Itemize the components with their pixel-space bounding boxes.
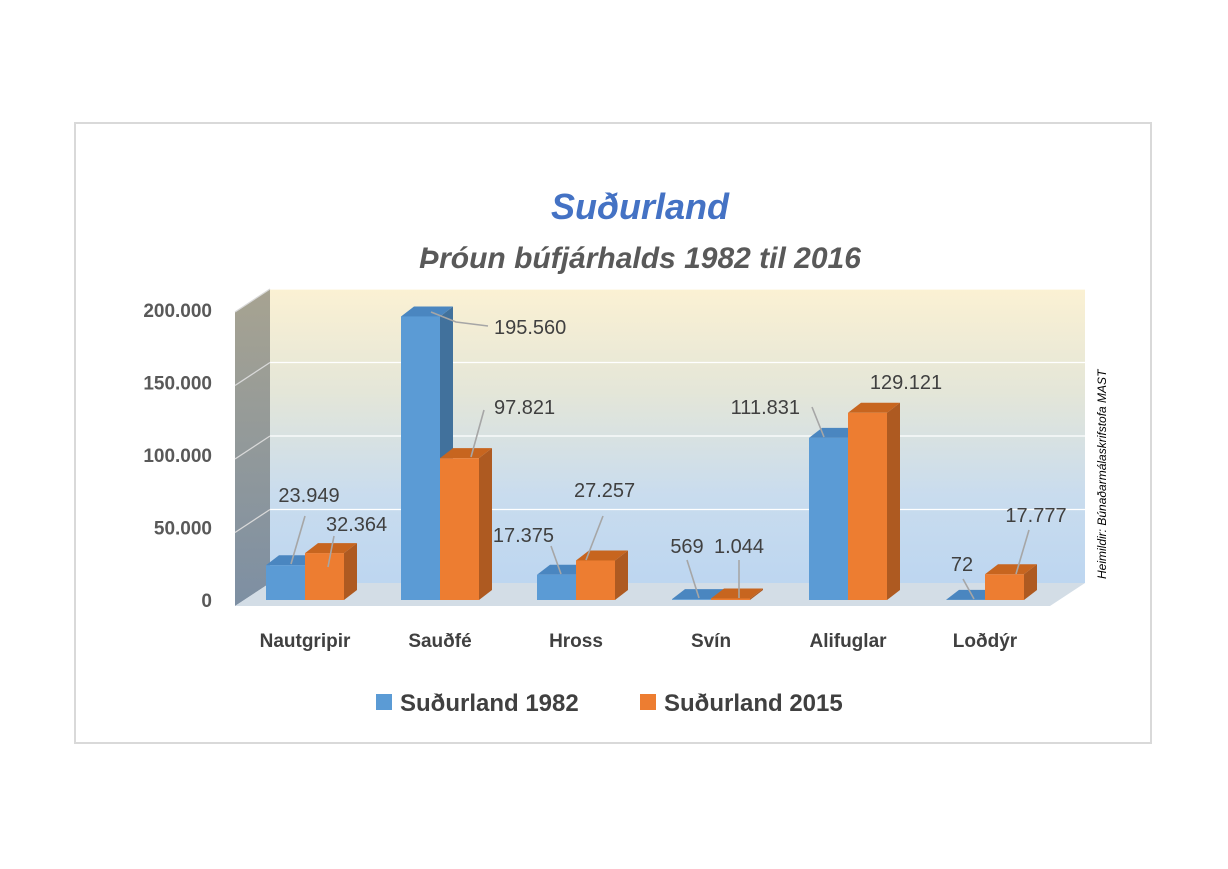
bar-top: [985, 564, 1037, 575]
chart-title: Suðurland: [551, 186, 730, 227]
bar-front: [401, 316, 440, 600]
data-label: 23.949: [278, 485, 339, 507]
y-tick-label: 50.000: [154, 519, 212, 540]
leader-line: [811, 406, 825, 438]
y-tick-label: 150.000: [143, 374, 212, 395]
x-axis-ticks: Nautgripir Sauðfé Hross Svín Alifuglar Loðdýr: [260, 631, 1018, 652]
gridline-side: [234, 288, 271, 313]
leader-line: [430, 311, 489, 327]
data-label: 17.375: [493, 525, 554, 547]
bar: [305, 543, 357, 600]
legend-swatch-1982: [376, 694, 392, 710]
leader-line: [550, 545, 562, 575]
legend: Suðurland 1982 Suðurland 2015: [376, 690, 843, 717]
bar-side: [615, 550, 628, 600]
leader-line: [686, 559, 700, 599]
bar-top: [711, 588, 763, 599]
bar-side: [750, 588, 763, 600]
bar-side: [1024, 564, 1037, 600]
bar-front: [985, 574, 1024, 600]
bar-front: [440, 458, 479, 600]
bar-side: [479, 448, 492, 600]
x-tick-label: Svín: [691, 631, 731, 652]
data-label: 27.257: [574, 480, 635, 502]
bar-top: [401, 306, 453, 317]
chart-subtitle: Þróun búfjárhalds 1982 til 2016: [419, 242, 861, 275]
source-note: Heimildir: Búnaðarmálaskrifstofa MAST: [1095, 368, 1109, 579]
leader-line: [470, 409, 485, 458]
data-label: 32.364: [326, 514, 387, 536]
chart-frame: Suðurland Þróun búfjárhalds 1982 til 201…: [74, 122, 1152, 744]
y-tick-label: 200.000: [143, 301, 212, 322]
leader-line: [585, 515, 604, 561]
bar: [440, 448, 492, 600]
x-tick-label: Alifuglar: [809, 631, 887, 652]
bar-front: [711, 598, 750, 600]
gridline-side: [234, 435, 271, 460]
gridline-side: [234, 508, 271, 534]
data-label: 17.777: [1005, 505, 1066, 527]
bar: [711, 588, 763, 600]
bar-front: [848, 412, 887, 600]
data-label: 195.560: [494, 317, 566, 339]
bar-top: [440, 448, 492, 459]
bar-front: [537, 574, 576, 600]
bar-front: [576, 560, 615, 600]
data-label: 1.044: [714, 536, 764, 558]
x-tick-label: Loðdýr: [953, 631, 1018, 652]
data-label: 111.831: [731, 397, 800, 419]
data-label: 72: [951, 554, 973, 576]
bar: [848, 402, 900, 600]
data-label: 129.121: [870, 372, 942, 394]
y-axis-ticks: 0 50.000 100.000 150.000 200.000: [143, 301, 212, 612]
gridline-side: [234, 361, 271, 387]
bar-side: [887, 402, 900, 600]
leader-line: [327, 535, 335, 568]
x-tick-label: Hross: [549, 631, 603, 652]
bar-front: [266, 565, 305, 600]
bar-front: [305, 553, 344, 600]
leader-line: [1015, 529, 1030, 575]
chart-svg: Suðurland Þróun búfjárhalds 1982 til 201…: [143, 186, 1109, 717]
bar-front: [809, 437, 848, 600]
bar-side: [344, 543, 357, 600]
legend-label-1982: Suðurland 1982: [400, 690, 579, 717]
bar-top: [848, 402, 900, 413]
legend-swatch-2015: [640, 694, 656, 710]
bars: [266, 306, 1037, 600]
x-tick-label: Sauðfé: [408, 631, 471, 652]
y-tick-label: 100.000: [143, 446, 212, 467]
x-tick-label: Nautgripir: [260, 631, 351, 652]
bar: [576, 550, 628, 600]
data-label: 97.821: [494, 397, 555, 419]
data-label: 569: [670, 536, 703, 558]
y-tick-label: 0: [201, 591, 212, 612]
leader-lines: [290, 311, 1030, 600]
bar-front: [672, 599, 711, 600]
leader-line: [962, 578, 975, 600]
bar: [985, 564, 1037, 600]
data-labels: 23.949 32.364 195.560 97.821 17.375 27.257 569…: [278, 317, 1066, 576]
legend-label-2015: Suðurland 2015: [664, 690, 843, 717]
leader-line: [290, 515, 306, 565]
